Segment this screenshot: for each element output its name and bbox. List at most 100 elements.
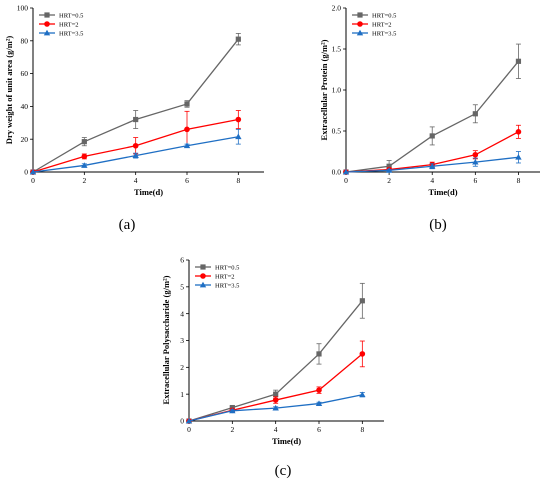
y-tick-label: 0.5 <box>332 127 342 136</box>
y-tick-label: 3 <box>180 336 184 345</box>
data-point <box>184 101 190 107</box>
data-point <box>229 407 236 414</box>
legend-label: HRT=3.5 <box>59 30 83 37</box>
legend-label: HRT=3.5 <box>215 282 239 289</box>
y-tick-label: 5 <box>180 282 184 291</box>
legend-label: HRT=2 <box>372 21 392 28</box>
x-axis-title: Time(d) <box>134 187 163 197</box>
chart-panel-c: 0 2 4 6 8 0 1 2 3 4 5 6 Time(d) Extracellular Polysac… <box>161 256 384 479</box>
data-point <box>386 163 392 169</box>
chart-panel-b: 0 2 4 6 8 0.0 0.5 1.0 1.5 2.0 Time(d) Extracellular… <box>319 4 540 233</box>
panel-label: (b) <box>429 217 447 233</box>
panel-label: (c) <box>275 463 292 479</box>
data-point <box>29 168 37 175</box>
panel-label: (a) <box>119 217 136 233</box>
data-point <box>515 129 522 135</box>
x-tick-label: 6 <box>185 176 189 185</box>
legend-entry: HRT=0.5 <box>195 264 239 271</box>
data-point <box>429 163 436 169</box>
x-axis-title: Time(d) <box>272 436 301 446</box>
x-tick-label: 4 <box>430 176 434 185</box>
data-point <box>184 126 190 133</box>
y-tick-label: 1.5 <box>332 45 342 54</box>
data-point <box>235 36 241 42</box>
y-tick-label: 80 <box>21 36 29 45</box>
legend-entry: HRT=3.5 <box>39 29 83 37</box>
data-point <box>359 391 366 398</box>
legend-marker <box>357 12 363 18</box>
x-tick-label: 2 <box>82 176 86 185</box>
y-tick-label: 0 <box>180 417 184 426</box>
data-point <box>472 111 478 117</box>
y-tick-label: 0.0 <box>332 168 342 177</box>
series-HRT=0.5 <box>343 43 522 175</box>
y-tick-label: 60 <box>21 69 29 78</box>
data-point <box>132 152 139 158</box>
x-tick-label: 6 <box>473 176 477 185</box>
x-tick-label: 0 <box>187 425 191 434</box>
series-HRT=3.5 <box>185 391 366 424</box>
data-point <box>342 168 350 175</box>
legend-marker <box>356 29 364 36</box>
y-tick-label: 40 <box>21 102 29 111</box>
data-point <box>359 298 365 304</box>
y-tick-label: 0 <box>24 168 28 177</box>
legend-entry: HRT=0.5 <box>352 12 396 19</box>
y-tick-label: 1.0 <box>332 86 342 95</box>
legend-entry: HRT=2 <box>352 21 392 28</box>
y-tick-label: 100 <box>17 4 29 13</box>
legend-label: HRT=2 <box>59 21 79 28</box>
data-point <box>235 133 242 140</box>
x-tick-label: 8 <box>236 176 240 185</box>
y-axis-title: Extracellular Polysaccharide (g/m²) <box>161 275 171 404</box>
x-tick-label: 0 <box>344 176 348 185</box>
data-point <box>132 142 139 149</box>
legend-entry: HRT=0.5 <box>39 12 83 19</box>
legend-marker <box>44 12 50 18</box>
y-tick-label: 1 <box>180 390 184 399</box>
series-HRT=0.5 <box>30 33 241 175</box>
data-point <box>272 404 279 411</box>
data-point <box>359 351 366 357</box>
data-point <box>133 116 139 123</box>
legend-entry: HRT=2 <box>39 21 79 28</box>
legend-marker <box>43 29 51 36</box>
legend-marker <box>200 273 206 279</box>
legend-marker <box>199 281 207 288</box>
y-tick-label: 20 <box>21 135 29 144</box>
x-tick-label: 8 <box>360 425 364 434</box>
data-point <box>81 162 88 168</box>
y-tick-label: 4 <box>180 309 184 318</box>
x-tick-label: 4 <box>134 176 138 185</box>
legend-marker <box>44 21 50 27</box>
data-point <box>472 151 479 158</box>
data-point <box>235 116 242 123</box>
legend-label: HRT=0.5 <box>59 12 83 19</box>
x-axis-title: Time(d) <box>428 187 457 197</box>
legend-label: HRT=2 <box>215 273 235 280</box>
data-point <box>429 133 435 139</box>
data-point <box>316 351 322 357</box>
x-tick-label: 8 <box>517 176 521 185</box>
data-point <box>316 387 322 393</box>
data-point <box>472 158 479 165</box>
data-point <box>515 58 522 64</box>
series-HRT=3.5 <box>29 128 242 175</box>
y-axis-title: Extracellular Protein (g/m²) <box>319 39 329 140</box>
data-point <box>385 167 393 173</box>
legend-marker <box>357 21 363 27</box>
data-point <box>183 142 191 149</box>
legend-entry: HRT=2 <box>195 273 235 280</box>
legend-entry: HRT=3.5 <box>195 281 239 289</box>
legend-label: HRT=0.5 <box>215 264 239 271</box>
data-point <box>185 417 193 424</box>
legend-label: HRT=3.5 <box>372 30 396 37</box>
data-point <box>315 400 323 406</box>
x-tick-label: 2 <box>387 176 391 185</box>
x-tick-label: 2 <box>230 425 234 434</box>
data-point <box>515 154 522 160</box>
data-point <box>272 397 279 403</box>
x-tick-label: 0 <box>31 176 35 185</box>
